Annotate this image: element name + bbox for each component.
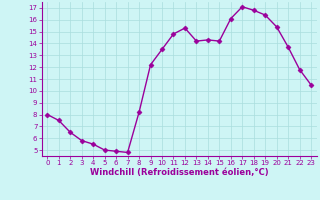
X-axis label: Windchill (Refroidissement éolien,°C): Windchill (Refroidissement éolien,°C): [90, 168, 268, 177]
